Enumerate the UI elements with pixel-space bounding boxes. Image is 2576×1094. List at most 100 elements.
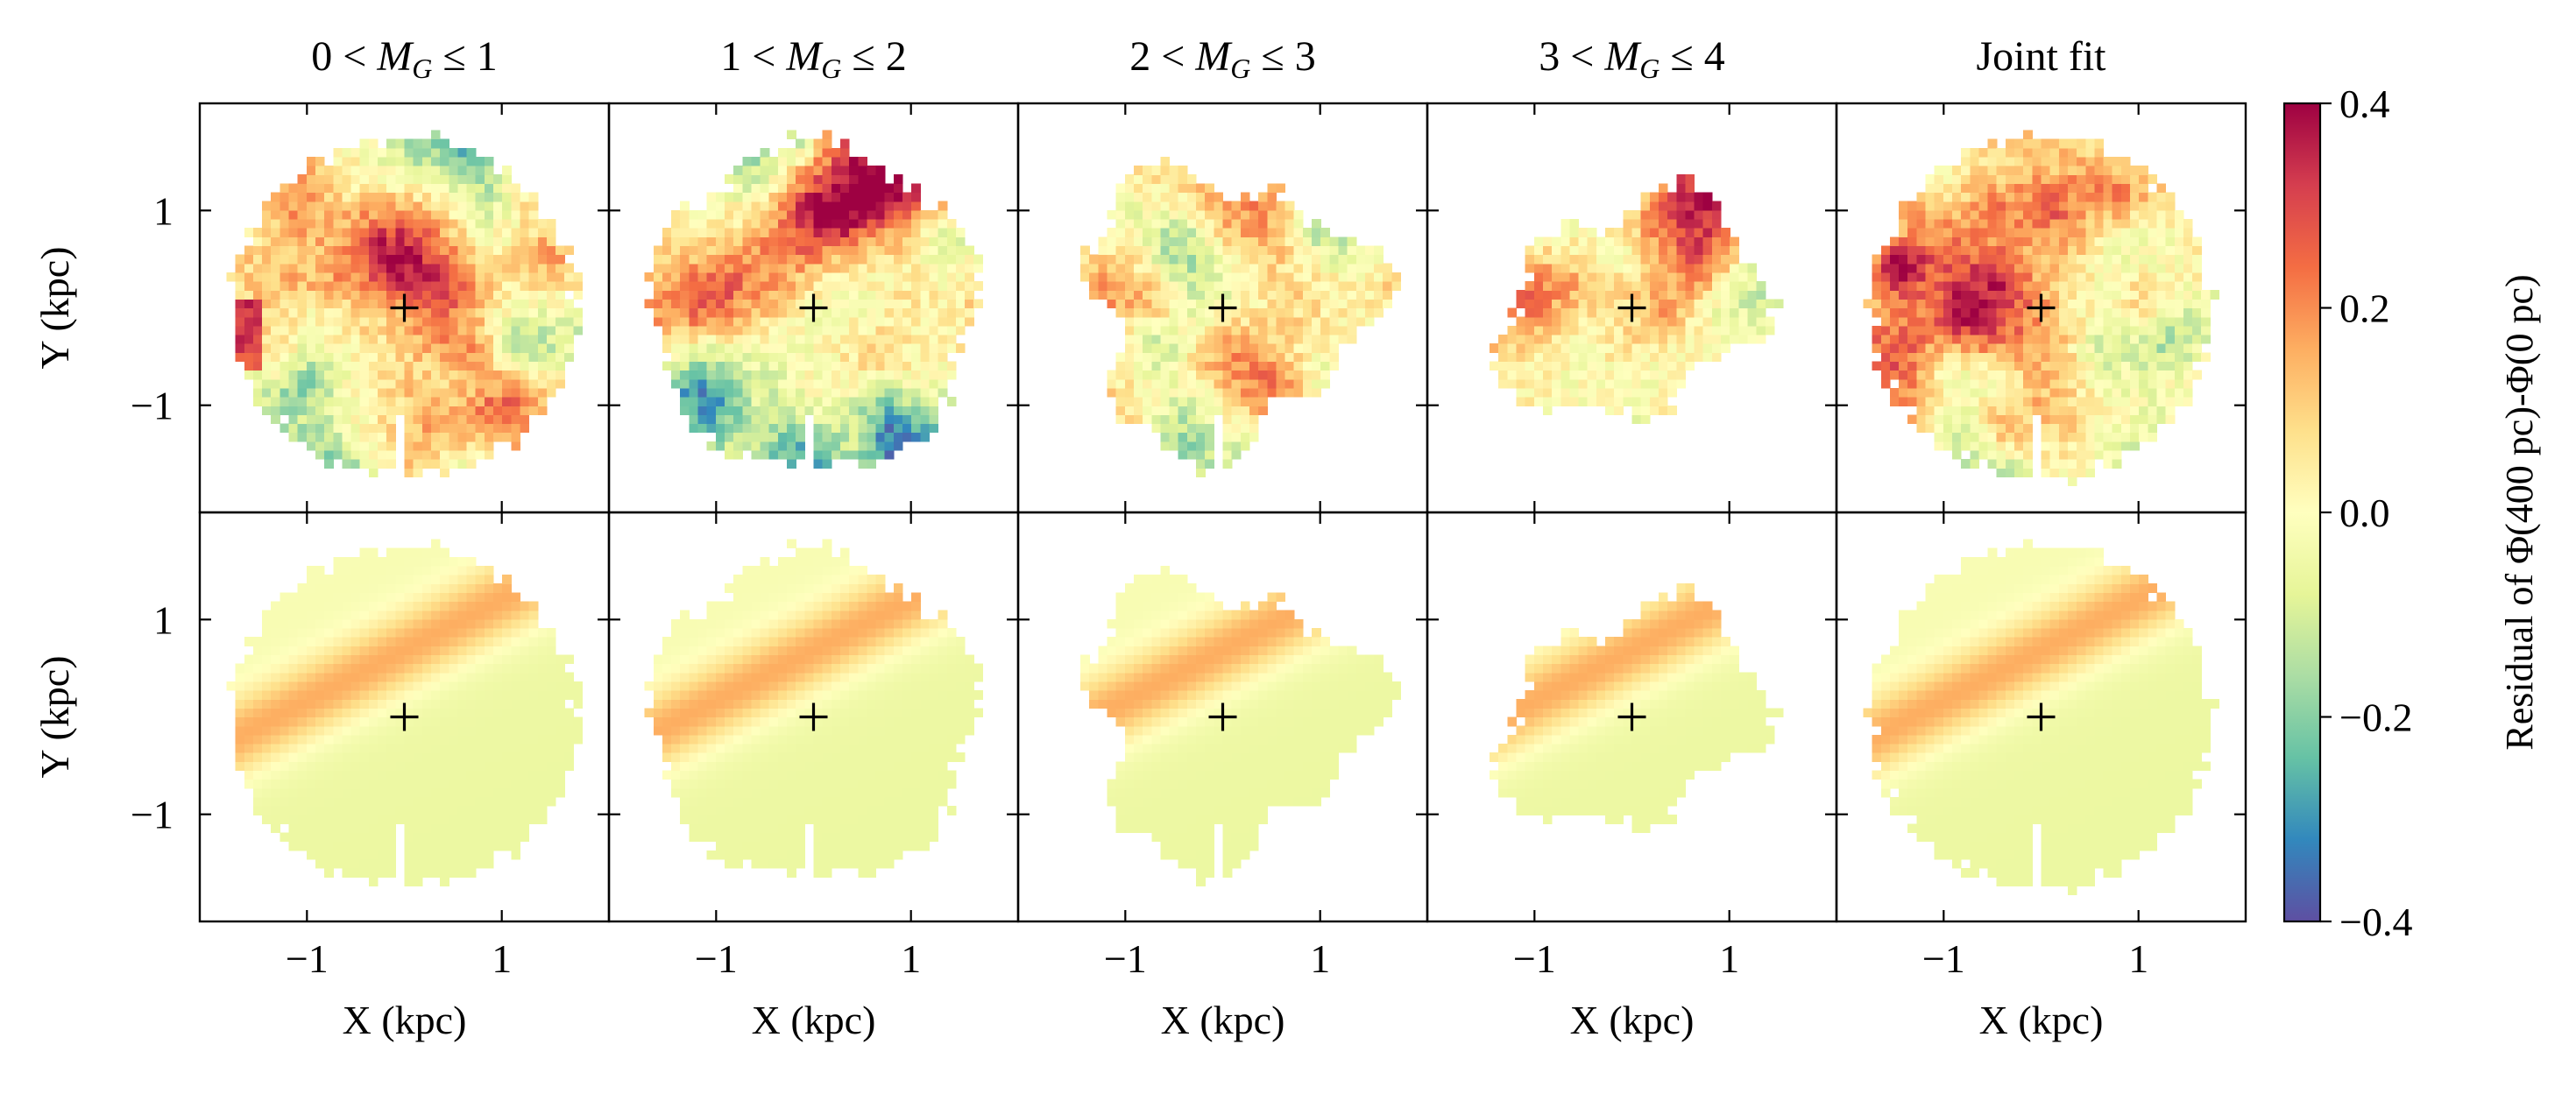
heatmap-cell: [288, 841, 299, 851]
heatmap-cell: [1596, 307, 1606, 318]
heatmap-cell: [2049, 272, 2060, 282]
heatmap-cell: [430, 325, 441, 335]
heatmap-cell: [1151, 245, 1162, 256]
heatmap-cell: [342, 307, 352, 318]
heatmap-cell: [831, 183, 841, 194]
heatmap-cell: [342, 387, 352, 398]
heatmap-cell: [662, 307, 672, 318]
heatmap-cell: [2094, 201, 2105, 211]
heatmap-cell: [1124, 192, 1135, 202]
heatmap-cell: [2014, 343, 2024, 353]
heatmap-cell: [1169, 334, 1179, 344]
heatmap-cell: [1596, 334, 1606, 344]
heatmap-cell: [1961, 218, 1971, 229]
heatmap-cell: [831, 201, 841, 211]
heatmap-cell: [867, 334, 877, 344]
heatmap-cell: [1738, 334, 1749, 344]
heatmap-cell: [893, 281, 903, 291]
heatmap-cell: [706, 352, 717, 363]
heatmap-cell: [430, 397, 441, 406]
heatmap-cell: [697, 307, 708, 318]
heatmap-cell: [796, 209, 805, 220]
heatmap-cell: [1658, 378, 1668, 389]
heatmap-cell: [1240, 201, 1250, 211]
heatmap-cell: [1667, 218, 1677, 229]
heatmap-cell: [235, 299, 245, 309]
heatmap-cell: [2077, 272, 2086, 282]
heatmap-cell: [893, 201, 903, 211]
heatmap-cell: [324, 725, 334, 736]
heatmap-cell: [2139, 263, 2148, 273]
heatmap-cell: [466, 316, 477, 327]
heatmap-cell: [421, 263, 432, 273]
heatmap-cell: [288, 316, 299, 327]
heatmap-cell: [1222, 316, 1233, 327]
heatmap-cell: [1214, 236, 1224, 247]
heatmap-cell: [1569, 254, 1580, 265]
heatmap-cell: [1721, 299, 1730, 309]
heatmap-cell: [1907, 387, 1917, 398]
heatmap-cell: [1738, 299, 1749, 309]
heatmap-cell: [2049, 299, 2060, 309]
heatmap-cell: [1124, 325, 1135, 335]
heatmap-cell: [1605, 228, 1615, 237]
heatmap-cell: [787, 316, 796, 327]
heatmap-cell: [1338, 254, 1348, 265]
heatmap-cell: [2058, 387, 2069, 398]
heatmap-cell: [252, 325, 263, 335]
heatmap-cell: [1329, 290, 1340, 300]
heatmap-cell: [244, 761, 254, 772]
heatmap-cell: [1951, 361, 1962, 371]
heatmap-cell: [271, 316, 280, 327]
heatmap-cell: [1533, 272, 1544, 282]
heatmap-cell: [342, 316, 352, 327]
heatmap-cell: [1702, 254, 1713, 265]
panel-model-1: −11Y (kpc)−1 1X (kpc): [32, 511, 611, 1042]
heatmap-cell: [733, 209, 743, 220]
heatmap-cell: [858, 166, 868, 175]
heatmap-cell: [502, 370, 512, 380]
heatmap-cell: [2192, 325, 2202, 335]
heatmap-cell: [556, 352, 565, 363]
heatmap-cell: [911, 325, 921, 335]
heatmap-cell: [1214, 387, 1224, 398]
heatmap-cell: [1978, 397, 1989, 406]
heatmap-cell: [777, 307, 788, 318]
heatmap-cell: [1925, 218, 1936, 229]
heatmap-cell: [386, 423, 396, 434]
heatmap-cell: [858, 414, 868, 425]
heatmap-cell: [2094, 156, 2105, 166]
heatmap-cell: [350, 236, 361, 247]
heatmap-cell: [929, 325, 939, 335]
heatmap-cell: [2067, 316, 2077, 327]
heatmap-cell: [768, 156, 779, 166]
heatmap-cell: [867, 343, 877, 353]
heatmap-cell: [288, 325, 299, 335]
heatmap-cell: [2067, 441, 2077, 451]
heatmap-cell: [466, 209, 477, 220]
heatmap-cell: [742, 218, 753, 229]
heatmap-cell: [813, 156, 824, 166]
heatmap-cell: [315, 575, 325, 584]
heatmap-cell: [413, 432, 423, 442]
heatmap-cell: [2148, 245, 2158, 256]
heatmap-cell: [858, 316, 868, 327]
heatmap-cell: [1115, 290, 1126, 300]
heatmap-cell: [1214, 281, 1224, 291]
heatmap-cell: [235, 663, 245, 674]
heatmap-cell: [796, 423, 805, 434]
heatmap-cell: [1916, 370, 1927, 380]
heatmap-cell: [1880, 361, 1891, 371]
heatmap-cell: [938, 254, 948, 265]
heatmap-cell: [1596, 387, 1606, 398]
heatmap-cell: [1658, 397, 1668, 406]
heatmap-cell: [813, 138, 824, 149]
heatmap-cell: [1934, 201, 1944, 211]
heatmap-cell: [511, 397, 521, 406]
heatmap-cell: [2120, 325, 2131, 335]
heatmap-cell: [359, 281, 370, 291]
heatmap-cell: [2130, 201, 2140, 211]
heatmap-cell: [430, 281, 441, 291]
heatmap-cell: [1961, 290, 1971, 300]
heatmap-cell: [1872, 281, 1882, 291]
